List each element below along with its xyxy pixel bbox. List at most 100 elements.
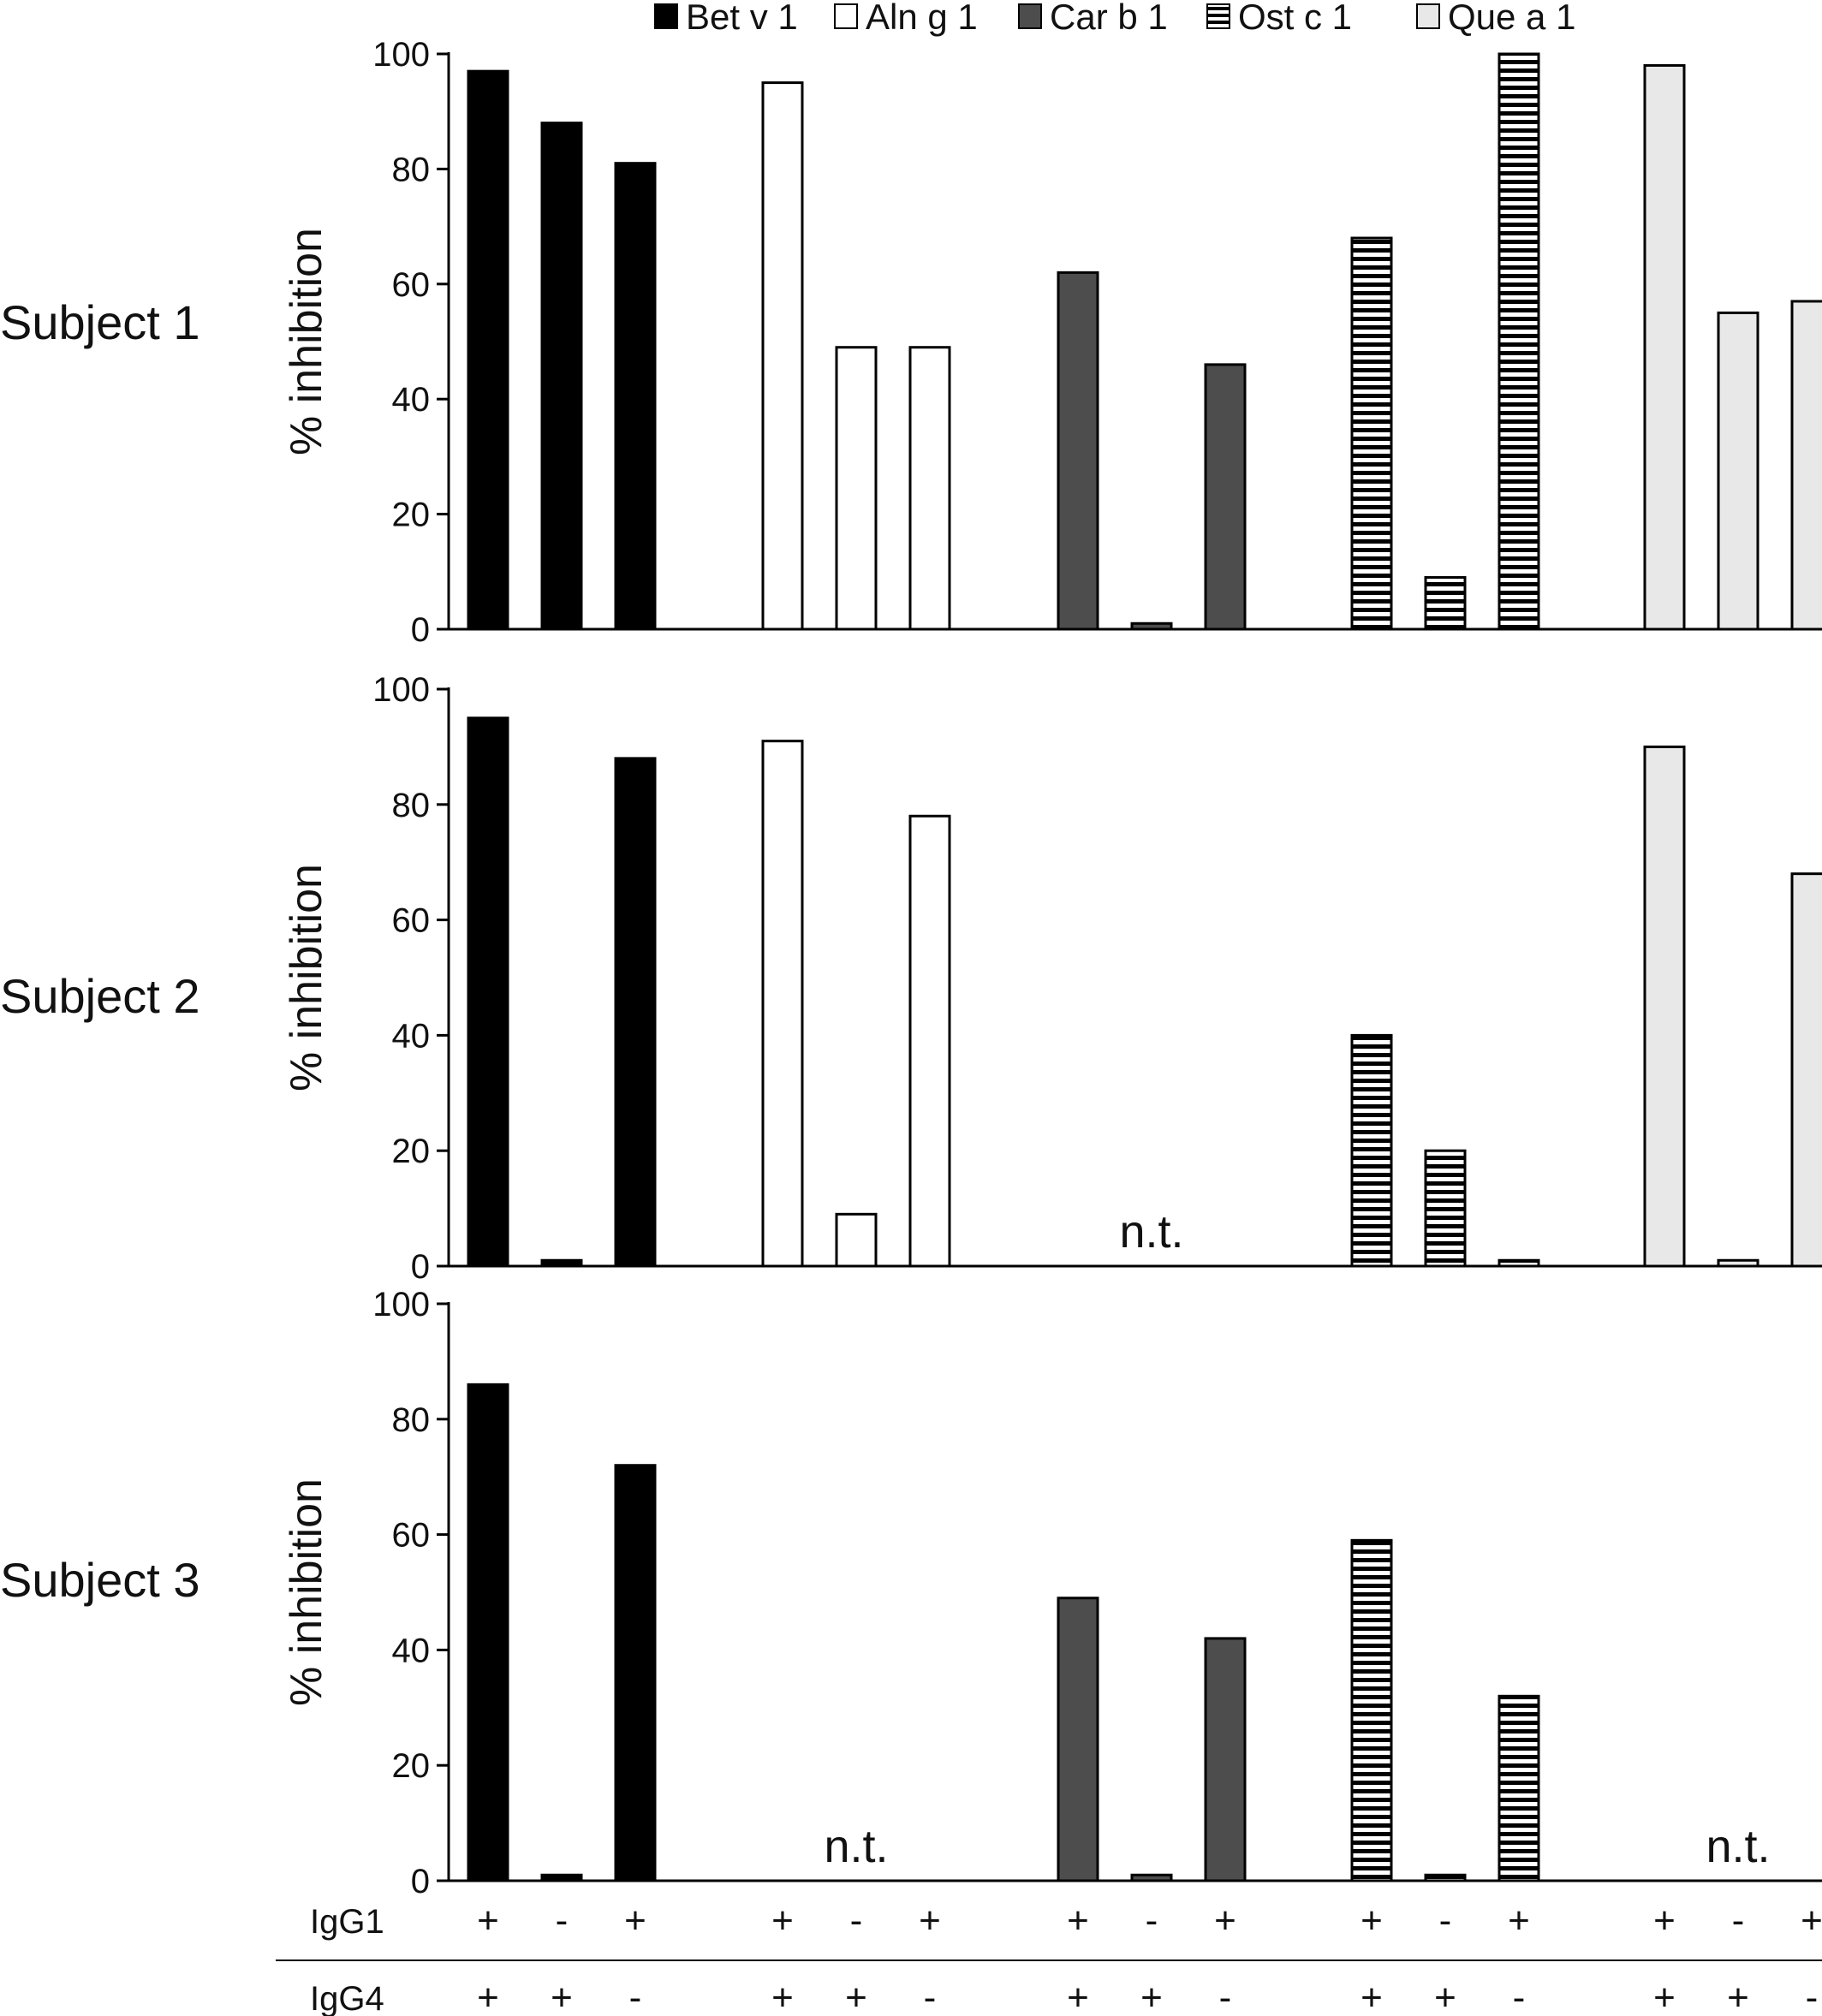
subject-1-panel: Subject 1 0 20 40 60 80 100 % inhibition — [0, 36, 1822, 649]
igg1-sign: - — [556, 1900, 569, 1942]
y-axis-title: % inhibition — [282, 1478, 331, 1706]
bar-bet-v-1-2 — [540, 122, 583, 631]
conditions-table: IgG1 IgG4 + - + + - + + - + + - + + - + + + - + + - + + - + + - + + - — [276, 1900, 1822, 2016]
y-tick-label: 20 — [392, 497, 431, 534]
igg4-sign: + — [1727, 1977, 1749, 2016]
y-tick-label: 60 — [392, 1517, 431, 1555]
subject-3-panel: Subject 3 0 20 40 60 80 100 % inhibition n.t. n.… — [0, 1286, 1822, 1900]
bar-ost-c-1-3 — [1497, 1258, 1540, 1268]
igg1-sign: - — [850, 1900, 863, 1942]
legend-label-aln-g-1: Aln g 1 — [866, 0, 978, 37]
igg4-sign: + — [1361, 1977, 1383, 2016]
bar-ost-c-1-1 — [1350, 1033, 1393, 1268]
igg1-sign: + — [477, 1900, 499, 1942]
igg4-sign: + — [1434, 1977, 1456, 2016]
igg1-sign: - — [1439, 1900, 1452, 1942]
igg4-sign: + — [477, 1977, 499, 2016]
bar-ost-c-1-1 — [1350, 1538, 1393, 1882]
igg1-sign: + — [1361, 1900, 1383, 1942]
igg4-sign: - — [1806, 1977, 1819, 2016]
bar-bet-v-1-3 — [614, 757, 657, 1268]
igg4-sign: - — [1513, 1977, 1526, 2016]
legend-label-ost-c-1: Ost c 1 — [1238, 0, 1352, 37]
y-tick-label: 60 — [392, 902, 431, 940]
bar-aln-g-1-3 — [908, 814, 951, 1268]
y-tick-label: 100 — [372, 1286, 430, 1323]
bar-bet-v-1-3 — [614, 1464, 657, 1882]
bar-bet-v-1-2 — [540, 1258, 583, 1268]
y-tick-label: 40 — [392, 1632, 431, 1669]
bar-car-b-1-2 — [1130, 1873, 1173, 1882]
bar-bet-v-1-1 — [467, 69, 509, 631]
bar-car-b-1-1 — [1057, 271, 1099, 631]
igg4-row-label: IgG4 — [310, 1980, 384, 2016]
bar-bet-v-1-2 — [540, 1873, 583, 1882]
legend-swatch-que-a-1 — [1416, 3, 1440, 29]
legend-swatch-car-b-1 — [1018, 3, 1042, 29]
igg4-sign: - — [924, 1977, 937, 2016]
bar-bet-v-1-3 — [614, 162, 657, 631]
igg4-sign: + — [1140, 1977, 1163, 2016]
subject-label: Subject 2 — [0, 969, 200, 1023]
legend-label-que-a-1: Que a 1 — [1448, 0, 1575, 37]
bar-ost-c-1-2 — [1424, 576, 1467, 631]
y-tick-label: 100 — [372, 36, 430, 74]
bar-ost-c-1-3 — [1497, 52, 1540, 631]
bar-car-b-1-3 — [1204, 363, 1247, 631]
legend-label-bet-v-1: Bet v 1 — [686, 0, 798, 37]
bar-que-a-1-1 — [1643, 63, 1686, 631]
bar-que-a-1-2 — [1717, 311, 1759, 631]
igg1-sign: + — [919, 1900, 941, 1942]
y-tick-label: 0 — [411, 1863, 430, 1900]
igg4-sign: + — [1067, 1977, 1089, 2016]
bar-bet-v-1-1 — [467, 1383, 509, 1882]
y-tick-label: 20 — [392, 1747, 431, 1785]
not-tested-label: n.t. — [1119, 1206, 1183, 1258]
bar-ost-c-1-1 — [1350, 236, 1393, 631]
y-tick-label: 80 — [392, 787, 431, 824]
bar-car-b-1-2 — [1130, 621, 1173, 631]
y-tick-label: 0 — [411, 1248, 430, 1286]
legend-swatch-aln-g-1 — [834, 3, 858, 29]
bar-que-a-1-3 — [1790, 300, 1822, 631]
igg4-sign: + — [1653, 1977, 1676, 2016]
igg1-sign: + — [1801, 1900, 1822, 1942]
bar-aln-g-1-2 — [835, 1212, 878, 1268]
bar-bet-v-1-1 — [467, 717, 509, 1268]
igg1-sign: + — [624, 1900, 646, 1942]
subject-label: Subject 1 — [0, 295, 200, 349]
legend: Bet v 1 Aln g 1 Car b 1 Ost c 1 Que a 1 — [654, 0, 1575, 37]
igg4-sign: - — [1219, 1977, 1232, 2016]
subject-2-panel: Subject 2 0 20 40 60 80 100 % inhibition n.t. — [0, 671, 1822, 1286]
bar-ost-c-1-2 — [1424, 1149, 1467, 1268]
bar-ost-c-1-2 — [1424, 1873, 1467, 1882]
igg4-sign: - — [629, 1977, 642, 2016]
subject-label: Subject 3 — [0, 1553, 200, 1607]
y-tick-label: 60 — [392, 266, 431, 304]
y-tick-label: 80 — [392, 1401, 431, 1439]
igg1-sign: + — [1214, 1900, 1236, 1942]
y-tick-label: 80 — [392, 151, 431, 188]
igg1-sign: + — [1067, 1900, 1089, 1942]
bar-ost-c-1-3 — [1497, 1694, 1540, 1882]
y-tick-label: 0 — [411, 611, 430, 649]
bar-que-a-1-2 — [1717, 1258, 1759, 1268]
igg1-sign: - — [1146, 1900, 1158, 1942]
igg4-sign: + — [551, 1977, 573, 2016]
igg1-sign: - — [1732, 1900, 1745, 1942]
bar-que-a-1-3 — [1790, 872, 1822, 1268]
y-axis-title: % inhibition — [282, 864, 331, 1091]
legend-label-car-b-1: Car b 1 — [1050, 0, 1168, 37]
not-tested-label: n.t. — [1706, 1821, 1770, 1872]
bar-que-a-1-1 — [1643, 745, 1686, 1268]
bar-aln-g-1-1 — [761, 740, 804, 1268]
bar-aln-g-1-3 — [908, 346, 951, 631]
bar-aln-g-1-1 — [761, 81, 804, 631]
y-tick-label: 20 — [392, 1133, 431, 1170]
not-tested-label: n.t. — [824, 1821, 888, 1872]
y-tick-label: 40 — [392, 381, 431, 419]
y-tick-label: 100 — [372, 671, 430, 709]
igg1-sign: + — [771, 1900, 794, 1942]
legend-swatch-bet-v-1 — [654, 3, 678, 29]
